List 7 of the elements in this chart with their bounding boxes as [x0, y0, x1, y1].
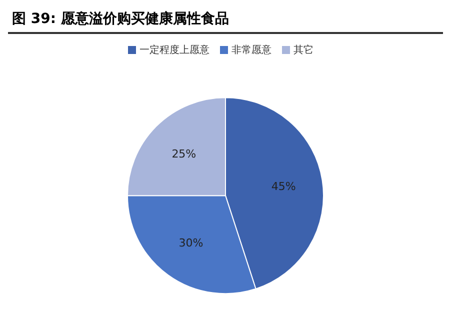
data-label: 45% [271, 180, 296, 193]
data-label: 25% [172, 148, 196, 161]
legend-label: 一定程度上愿意 [140, 45, 210, 56]
legend-label: 其它 [294, 45, 314, 56]
legend-label: 非常愿意 [232, 45, 272, 56]
chart-title: 图 39: 愿意溢价购买健康属性食品 [8, 8, 443, 34]
data-label: 30% [178, 236, 204, 250]
